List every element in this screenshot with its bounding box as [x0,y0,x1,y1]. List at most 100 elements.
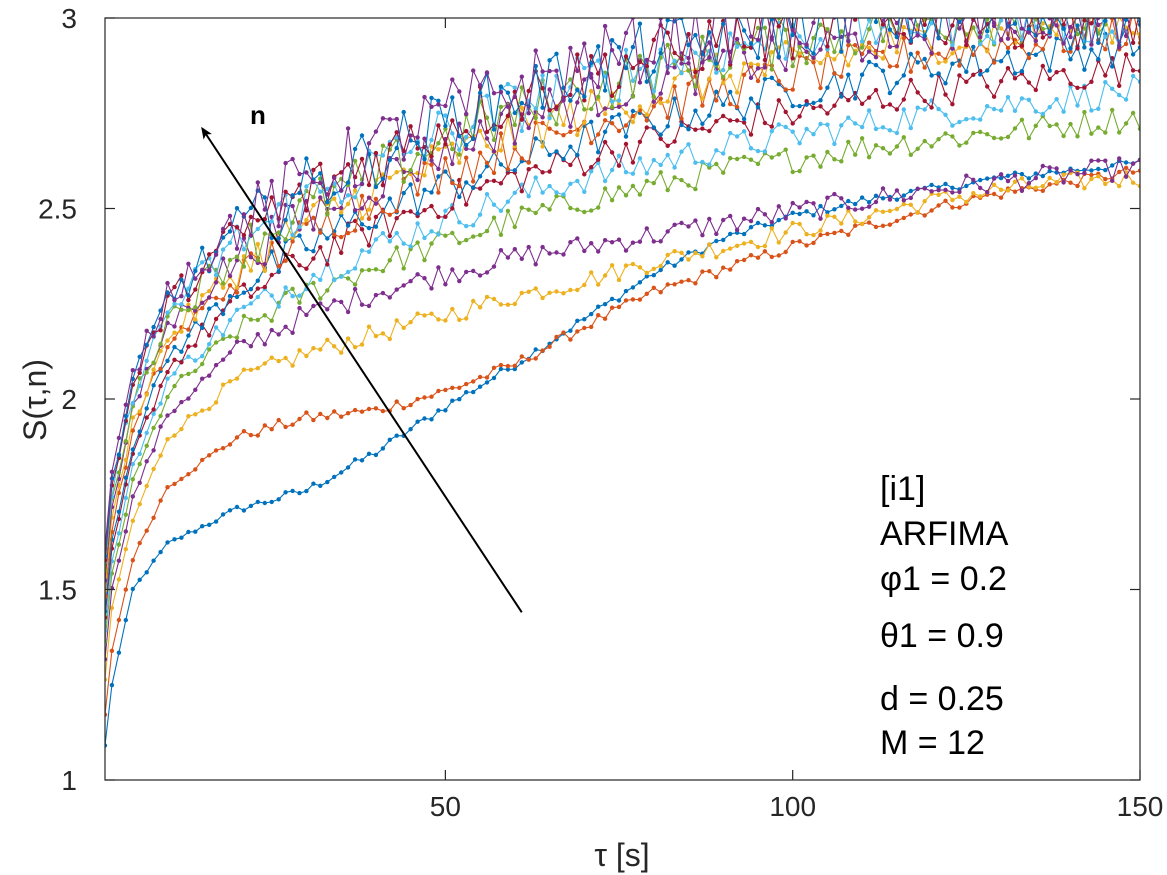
data-point [748,253,754,258]
data-point [728,130,733,136]
data-point [1047,175,1052,181]
data-point [783,124,788,130]
data-point [589,75,594,80]
data-point [888,11,892,15]
data-point [741,129,747,134]
data-point [193,529,198,534]
data-point [255,499,260,505]
data-point [575,287,580,293]
data-point [728,231,733,237]
data-point [429,137,434,143]
data-point [339,274,344,279]
data-point [679,71,684,76]
data-point [477,150,483,155]
data-point [498,124,504,130]
data-point [179,277,184,282]
data-point [130,447,135,452]
data-point [630,297,636,302]
data-point [151,324,156,330]
data-point [193,368,198,374]
data-point [936,203,941,208]
data-point [547,290,552,295]
data-point [387,295,392,300]
data-point [220,256,226,261]
data-point [283,237,288,242]
data-point [477,212,483,217]
data-point [1068,81,1073,87]
data-point [144,443,149,448]
data-point [1054,32,1059,38]
data-point [512,301,517,307]
data-point [741,72,747,78]
data-point [207,373,212,378]
data-point [123,547,128,552]
data-point [1131,7,1135,11]
data-point [1096,174,1101,179]
data-point [151,558,156,563]
data-point [950,102,955,107]
data-point [818,164,823,169]
data-point [477,174,483,179]
data-point [859,39,865,44]
data-point [366,303,372,309]
data-point [477,119,483,124]
data-point [568,45,573,51]
data-point [832,207,837,212]
data-point [172,383,177,389]
data-point [227,442,233,447]
data-point [1130,52,1136,57]
data-point [179,273,184,278]
data-point [658,170,663,175]
data-point [568,92,573,98]
data-point [380,231,386,236]
data-point [193,412,198,417]
data-point [443,408,448,413]
data-point [359,342,365,347]
data-point [318,195,323,200]
data-point [964,13,968,17]
data-point [165,437,170,442]
y-tick-label: 1 [61,765,77,796]
data-point [116,542,122,547]
y-axis-title: S(τ,n) [17,359,53,441]
data-point [255,241,260,247]
data-point [422,160,427,166]
data-point [811,9,815,13]
data-point [116,531,122,536]
data-point [839,228,844,234]
data-point [818,85,823,91]
data-point [734,104,740,110]
data-point [707,128,712,134]
data-point [352,218,358,224]
data-point [213,302,219,307]
data-point [700,159,705,165]
data-point [172,297,177,303]
data-point [429,311,434,316]
data-point [783,40,788,45]
data-point [762,212,768,217]
data-point [345,309,351,315]
data-point [213,448,219,453]
data-point [582,209,587,215]
data-point [137,577,142,582]
data-point [130,428,135,433]
data-point [859,195,865,200]
data-point [866,155,872,160]
data-point [255,258,260,263]
data-point [554,250,559,255]
data-point [186,472,191,477]
data-point [380,446,386,451]
data-point [1054,180,1059,185]
data-point [644,118,649,123]
data-point [651,266,656,271]
data-point [345,336,351,341]
data-point [1026,97,1032,103]
data-point [623,134,629,139]
data-point [498,148,504,153]
data-point [450,306,455,312]
data-point [151,411,156,417]
data-point [269,327,274,333]
data-point [721,67,726,73]
data-point [1047,68,1052,73]
